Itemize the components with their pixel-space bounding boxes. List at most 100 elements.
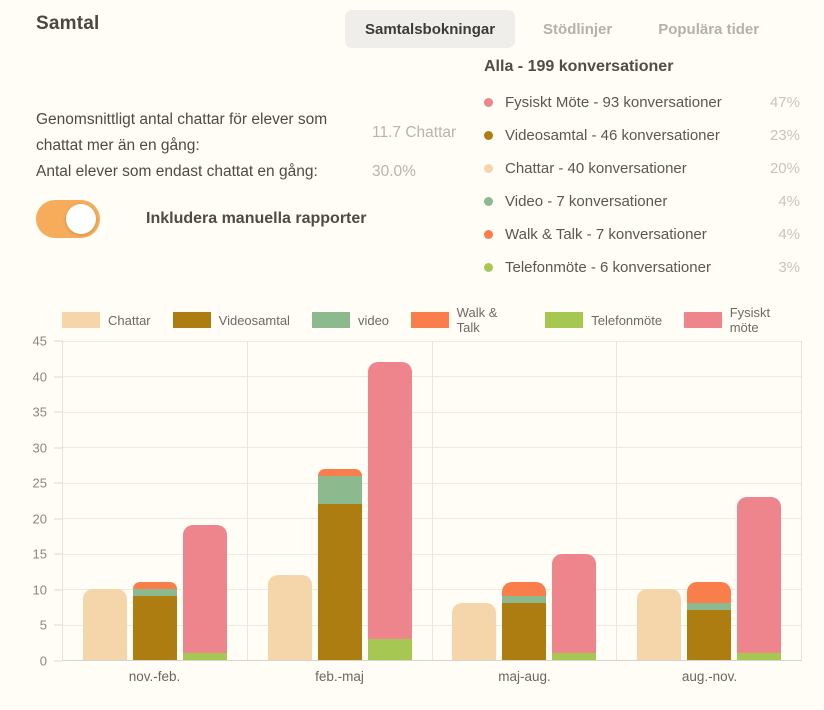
y-tick-icon	[54, 376, 62, 378]
y-axis-label: 25	[32, 475, 47, 491]
y-axis-label: 20	[32, 511, 47, 527]
bar-segment-chattar[interactable]	[637, 589, 682, 660]
legend-label: Videosamtal	[218, 312, 290, 328]
tab-populara-tider[interactable]: Populära tider	[640, 10, 777, 48]
bar-segment-walk-talk[interactable]	[132, 582, 177, 590]
bar-segment-video[interactable]	[132, 589, 177, 597]
summary-item-percent: 47%	[769, 94, 800, 111]
y-tick-icon	[54, 589, 62, 591]
y-tick-icon	[54, 447, 62, 449]
summary-item-telefonmote: Telefonmöte - 6 konversationer 3%	[484, 251, 800, 284]
bar-segment-chattar[interactable]	[82, 589, 127, 660]
bar-segment-chattar[interactable]	[267, 574, 312, 660]
bar-segment-video[interactable]	[687, 603, 732, 611]
y-axis-label: 30	[32, 440, 47, 456]
bar[interactable]	[502, 582, 547, 660]
summary-title: Alla - 199 konversationer	[484, 58, 674, 75]
bullet-icon	[484, 98, 493, 107]
y-tick-icon	[54, 482, 62, 484]
bar[interactable]	[267, 574, 312, 660]
x-axis-label: maj-aug.	[498, 669, 551, 684]
bar-segment-video[interactable]	[502, 596, 547, 604]
bar-segment-fysiskt-m-te[interactable]	[552, 553, 597, 653]
bar-segment-telefonm-te[interactable]	[182, 652, 227, 660]
y-tick-icon	[54, 660, 62, 662]
summary-item-label: Walk & Talk - 7 konversationer	[505, 226, 707, 243]
legend-label: video	[357, 312, 390, 328]
legend-item-videosamtal[interactable]: Videosamtal	[172, 312, 290, 328]
y-tick-icon	[54, 340, 62, 342]
legend-item-fysiskt-m-te[interactable]: Fysiskt möte	[684, 305, 802, 335]
bar[interactable]	[317, 468, 362, 660]
stat-label: Genomsnittligt antal chattar för elever …	[36, 111, 328, 154]
tab-bar: Samtalsbokningar Stödlinjer Populära tid…	[345, 10, 777, 48]
bar-segment-videosamtal[interactable]	[317, 504, 362, 660]
bar[interactable]	[182, 525, 227, 660]
y-axis-label: 10	[32, 582, 47, 598]
tab-stodlinjer[interactable]: Stödlinjer	[525, 10, 630, 48]
legend-swatch-icon	[545, 312, 584, 328]
toggle-label: Inkludera manuella rapporter	[146, 210, 367, 227]
legend-item-chattar[interactable]: Chattar	[62, 312, 151, 328]
legend-item-video[interactable]: video	[311, 312, 390, 328]
bullet-icon	[484, 131, 493, 140]
summary-item-video: Video - 7 konversationer 4%	[484, 185, 800, 218]
y-tick-icon	[54, 624, 62, 626]
x-axis-label: aug.-nov.	[681, 669, 738, 684]
y-axis-label: 40	[32, 369, 47, 385]
bar[interactable]	[367, 362, 412, 660]
summary-item-label: Fysiskt Möte - 93 konversationer	[505, 94, 722, 111]
bar[interactable]	[82, 589, 127, 660]
bar-segment-videosamtal[interactable]	[687, 610, 732, 660]
summary-item-fysiskt-mote: Fysiskt Möte - 93 konversationer 47%	[484, 86, 800, 119]
bar-segment-telefonm-te[interactable]	[367, 638, 412, 660]
summary-item-label: Videosamtal - 46 konversationer	[505, 127, 720, 144]
stat-row-average-chats: Genomsnittligt antal chattar för elever …	[36, 107, 476, 159]
bullet-icon	[484, 230, 493, 239]
bar-segment-videosamtal[interactable]	[502, 603, 547, 660]
legend-swatch-icon	[411, 312, 449, 328]
bar[interactable]	[132, 582, 177, 660]
y-axis-label: 5	[39, 617, 47, 633]
include-manual-reports-toggle[interactable]	[36, 200, 100, 238]
stat-row-single-chat: Antal elever som endast chattat en gång:…	[36, 159, 476, 185]
stat-value: 30.0%	[372, 163, 416, 180]
bar-segment-walk-talk[interactable]	[317, 468, 362, 476]
summary-item-chattar: Chattar - 40 konversationer 20%	[484, 152, 800, 185]
stats-panel: Genomsnittligt antal chattar för elever …	[36, 107, 476, 185]
bar[interactable]	[637, 589, 682, 660]
legend-label: Fysiskt möte	[729, 305, 771, 335]
bar-segment-videosamtal[interactable]	[132, 596, 177, 660]
legend-swatch-icon	[311, 312, 350, 328]
bullet-icon	[484, 197, 493, 206]
summary-item-percent: 4%	[778, 193, 800, 210]
bar-segment-video[interactable]	[317, 475, 362, 505]
legend-swatch-icon	[684, 312, 722, 328]
bar-segment-telefonm-te[interactable]	[552, 652, 597, 660]
summary-item-percent: 4%	[778, 226, 800, 243]
x-axis-label: nov.-feb.	[128, 669, 181, 684]
bar-segment-chattar[interactable]	[452, 603, 497, 660]
bar[interactable]	[687, 582, 732, 660]
y-tick-icon	[54, 411, 62, 413]
bar[interactable]	[737, 496, 782, 660]
y-tick-icon	[54, 553, 62, 555]
legend-label: Chattar	[108, 312, 151, 328]
bar-segment-fysiskt-m-te[interactable]	[367, 362, 412, 639]
toggle-knob-icon	[66, 204, 96, 234]
bar-segment-fysiskt-m-te[interactable]	[737, 496, 782, 653]
y-axis-label: 0	[39, 653, 47, 669]
legend-item-telefonm-te[interactable]: Telefonmöte	[545, 312, 662, 328]
bar-group-maj-aug-	[433, 341, 618, 660]
legend-item-walk-talk[interactable]: Walk & Talk	[411, 305, 523, 335]
plot-area	[62, 341, 802, 661]
bar[interactable]	[452, 603, 497, 660]
bar[interactable]	[552, 553, 597, 660]
bar-segment-telefonm-te[interactable]	[737, 652, 782, 660]
tab-samtalsbokningar[interactable]: Samtalsbokningar	[345, 10, 516, 48]
bar-segment-fysiskt-m-te[interactable]	[182, 525, 227, 653]
bar-segment-walk-talk[interactable]	[687, 582, 732, 604]
legend-swatch-icon	[172, 312, 211, 328]
bar-segment-walk-talk[interactable]	[502, 582, 547, 597]
